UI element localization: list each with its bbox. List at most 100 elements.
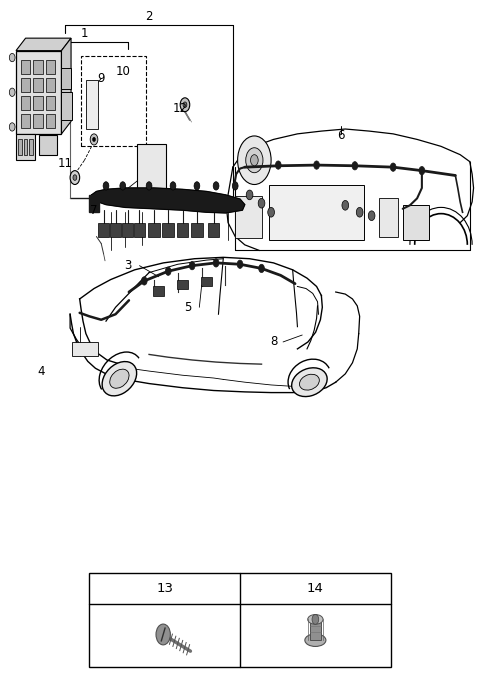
Circle shape <box>213 181 219 190</box>
Bar <box>46 60 55 74</box>
Text: 9: 9 <box>97 72 105 85</box>
Circle shape <box>259 264 264 272</box>
Bar <box>153 286 164 296</box>
Circle shape <box>9 123 15 131</box>
Bar <box>98 222 109 236</box>
Circle shape <box>314 161 320 170</box>
Bar <box>162 222 174 236</box>
Bar <box>61 92 72 120</box>
Polygon shape <box>61 38 71 134</box>
Bar <box>177 222 188 236</box>
Circle shape <box>156 624 170 645</box>
Text: 8: 8 <box>270 336 277 348</box>
Text: 12: 12 <box>173 101 188 115</box>
Circle shape <box>120 181 126 190</box>
Circle shape <box>352 162 358 170</box>
Bar <box>235 196 262 238</box>
Circle shape <box>70 171 80 184</box>
Bar <box>191 222 203 236</box>
Text: 6: 6 <box>337 129 344 142</box>
Circle shape <box>180 98 190 112</box>
Bar <box>33 97 43 111</box>
Polygon shape <box>92 188 245 213</box>
Bar <box>46 115 55 129</box>
Bar <box>177 279 188 289</box>
Bar <box>148 222 159 236</box>
Bar <box>21 97 30 111</box>
Bar <box>33 79 43 92</box>
Bar <box>379 198 398 236</box>
Bar <box>21 115 30 129</box>
Ellipse shape <box>110 369 129 389</box>
Text: 13: 13 <box>156 582 173 595</box>
Bar <box>201 277 212 286</box>
Circle shape <box>276 161 281 170</box>
Bar <box>39 136 57 155</box>
Bar <box>33 115 43 129</box>
Circle shape <box>238 136 271 184</box>
Circle shape <box>342 200 348 210</box>
Polygon shape <box>16 38 71 51</box>
Bar <box>21 60 30 74</box>
Bar <box>33 60 43 74</box>
Circle shape <box>246 148 263 173</box>
Bar <box>29 140 33 155</box>
Circle shape <box>268 207 275 217</box>
Text: 5: 5 <box>184 301 191 313</box>
Circle shape <box>90 134 98 145</box>
Circle shape <box>165 267 171 275</box>
Bar <box>21 79 30 92</box>
Text: 2: 2 <box>145 10 153 23</box>
Bar <box>61 68 71 89</box>
Bar <box>208 222 219 236</box>
Polygon shape <box>89 195 99 212</box>
Circle shape <box>9 54 15 62</box>
Circle shape <box>142 277 147 285</box>
Circle shape <box>73 174 77 180</box>
Bar <box>16 51 61 134</box>
Text: 14: 14 <box>307 582 324 595</box>
Bar <box>89 573 391 667</box>
Bar <box>18 140 22 155</box>
Circle shape <box>390 163 396 172</box>
Text: 4: 4 <box>37 366 45 378</box>
Circle shape <box>170 181 176 190</box>
Bar <box>46 79 55 92</box>
Text: 7: 7 <box>90 204 98 217</box>
Text: 3: 3 <box>124 259 131 272</box>
Circle shape <box>237 260 243 268</box>
Text: 1: 1 <box>81 28 88 40</box>
Bar <box>86 81 98 129</box>
Circle shape <box>356 207 363 217</box>
Circle shape <box>246 190 253 199</box>
Bar <box>46 97 55 111</box>
Circle shape <box>183 102 187 108</box>
Bar <box>72 342 98 356</box>
Circle shape <box>9 88 15 97</box>
Bar <box>16 134 35 161</box>
Ellipse shape <box>300 374 319 390</box>
Circle shape <box>251 155 258 166</box>
Bar <box>269 184 364 240</box>
Circle shape <box>189 261 195 270</box>
Bar <box>122 222 133 236</box>
Circle shape <box>258 198 265 208</box>
Ellipse shape <box>305 634 326 646</box>
Bar <box>24 140 27 155</box>
Bar <box>403 205 429 240</box>
Ellipse shape <box>292 368 327 397</box>
Bar <box>81 56 146 147</box>
Circle shape <box>93 138 96 142</box>
Bar <box>310 621 321 640</box>
Bar <box>137 145 166 196</box>
Bar <box>134 222 145 236</box>
Circle shape <box>312 614 319 624</box>
Circle shape <box>103 181 109 190</box>
Circle shape <box>368 211 375 220</box>
Circle shape <box>146 181 152 190</box>
Circle shape <box>213 259 219 267</box>
Circle shape <box>232 181 238 190</box>
Circle shape <box>419 167 425 174</box>
Text: 10: 10 <box>115 65 130 78</box>
Circle shape <box>194 181 200 190</box>
